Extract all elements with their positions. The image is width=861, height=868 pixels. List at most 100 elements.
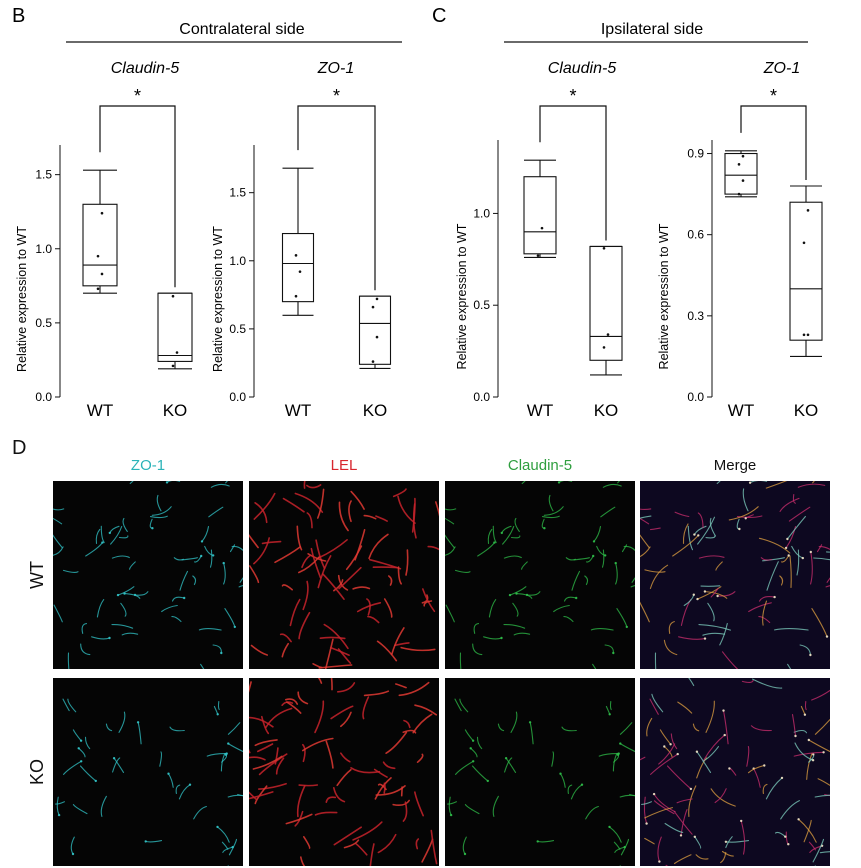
column-label-claudin-5: Claudin-5: [507, 457, 573, 474]
y-tick-label: 0.3: [687, 309, 704, 323]
significance-bracket: [740, 105, 807, 180]
data-point: [298, 270, 302, 273]
micrograph-ko-claudin-5: [445, 678, 635, 866]
box-iqr: [589, 245, 623, 361]
data-point: [294, 294, 298, 298]
data-point: [602, 247, 606, 250]
x-category-label: WT: [728, 401, 754, 420]
x-category-label: KO: [163, 401, 188, 420]
x-category-label: WT: [87, 401, 113, 420]
y-axis-label: Relative expression to WT: [15, 226, 29, 372]
significance-star: *: [569, 86, 576, 106]
box-wt: [281, 167, 315, 316]
significance-bracket: [297, 105, 376, 291]
y-tick-label: 1.5: [35, 168, 52, 182]
box-ko: [589, 245, 623, 376]
row-label-ko: KO: [27, 759, 47, 786]
box-iqr: [724, 152, 758, 195]
y-tick-label: 0.0: [473, 390, 490, 404]
y-axis-label: Relative expression to WT: [455, 223, 469, 369]
group-title-ipsilateral: Ipsilateral side: [601, 21, 703, 38]
y-tick-label: 1.5: [229, 186, 246, 200]
panel-letter-d: D: [12, 437, 27, 459]
chart-1: Claudin-5 0.0 0.5 1.0 1.5 Relative expression…: [15, 60, 193, 420]
row-label-wt: WT: [27, 561, 47, 589]
data-point: [802, 333, 806, 337]
significance-star: *: [770, 86, 777, 106]
box-plot-figure: B Contralateral side C Ipsilateral side …: [12, 5, 823, 420]
micrograph-wt-zo-1: [53, 481, 243, 669]
y-axis-label: Relative expression to WT: [657, 223, 671, 369]
y-tick-label: 0.5: [473, 298, 490, 312]
box-ko: [157, 292, 193, 370]
y-tick-label: 1.0: [473, 206, 490, 220]
y-tick-label: 0.5: [35, 316, 52, 330]
x-category-label: WT: [285, 401, 311, 420]
data-point: [602, 346, 606, 349]
significance-bracket: [539, 105, 607, 241]
box-wt: [82, 169, 118, 294]
chart-3: Claudin-5 0.0 0.5 1.0 Relative expression to…: [455, 60, 623, 420]
y-tick-label: 1.0: [35, 242, 52, 256]
chart-4: ZO-1 0.0 0.3 0.6 0.9 Relative expression to W…: [657, 60, 823, 420]
y-axis-label: Relative expression to WT: [211, 226, 225, 372]
panel-letter-c: C: [432, 5, 446, 27]
y-tick-label: 0.0: [229, 390, 246, 404]
chart-2: ZO-1 0.0 0.5 1.0 1.5 Relative expression to W…: [211, 60, 392, 420]
significance-star: *: [134, 86, 141, 106]
y-tick-label: 0.5: [229, 322, 246, 336]
chart-title: ZO-1: [763, 60, 800, 77]
micrograph-ko-lel: [249, 678, 439, 866]
x-category-label: KO: [794, 401, 819, 420]
box-iqr: [523, 176, 557, 255]
data-point: [606, 333, 610, 336]
box-ko: [789, 185, 823, 357]
micrograph-ko-zo-1: [53, 678, 243, 866]
micrograph-wt-merge: [640, 481, 830, 669]
chart-title: Claudin-5: [548, 60, 617, 77]
data-point: [100, 211, 104, 215]
box-iqr: [358, 295, 392, 365]
box-ko: [358, 295, 392, 369]
x-category-label: KO: [363, 401, 388, 420]
data-point: [175, 351, 179, 354]
data-point: [96, 287, 100, 291]
data-point: [802, 241, 806, 245]
data-point: [806, 333, 810, 337]
box-iqr: [157, 292, 193, 362]
data-point: [540, 226, 544, 230]
panel-letter-b: B: [12, 5, 25, 27]
y-tick-label: 0.0: [687, 390, 704, 404]
micrograph-wt-claudin-5: [445, 481, 635, 669]
y-tick-label: 0.6: [687, 228, 704, 242]
data-point: [741, 154, 745, 158]
box-iqr: [789, 201, 823, 341]
data-point: [737, 192, 741, 196]
group-title-contralateral: Contralateral side: [179, 21, 305, 38]
micrograph-ko-merge: [640, 678, 830, 866]
column-label-merge: Merge: [713, 457, 757, 474]
column-label-lel: LEL: [330, 457, 358, 474]
y-tick-label: 1.0: [229, 254, 246, 268]
x-category-label: WT: [527, 401, 553, 420]
significance-bracket: [99, 105, 176, 288]
column-label-zo-1: ZO-1: [130, 457, 166, 474]
data-point: [371, 360, 375, 363]
data-point: [371, 305, 375, 309]
data-point: [375, 335, 379, 339]
box-iqr: [281, 232, 315, 303]
data-point: [536, 254, 540, 257]
data-point: [171, 294, 175, 298]
box-iqr: [82, 203, 118, 287]
data-point: [375, 297, 379, 301]
data-point: [96, 254, 100, 258]
box-wt: [724, 150, 758, 198]
significance-star: *: [333, 86, 340, 106]
box-wt: [523, 159, 557, 259]
data-point: [171, 364, 175, 368]
y-tick-label: 0.0: [35, 390, 52, 404]
micrograph-wt-lel: [249, 481, 439, 669]
x-category-label: KO: [594, 401, 619, 420]
data-point: [741, 179, 745, 182]
data-point: [294, 254, 298, 257]
